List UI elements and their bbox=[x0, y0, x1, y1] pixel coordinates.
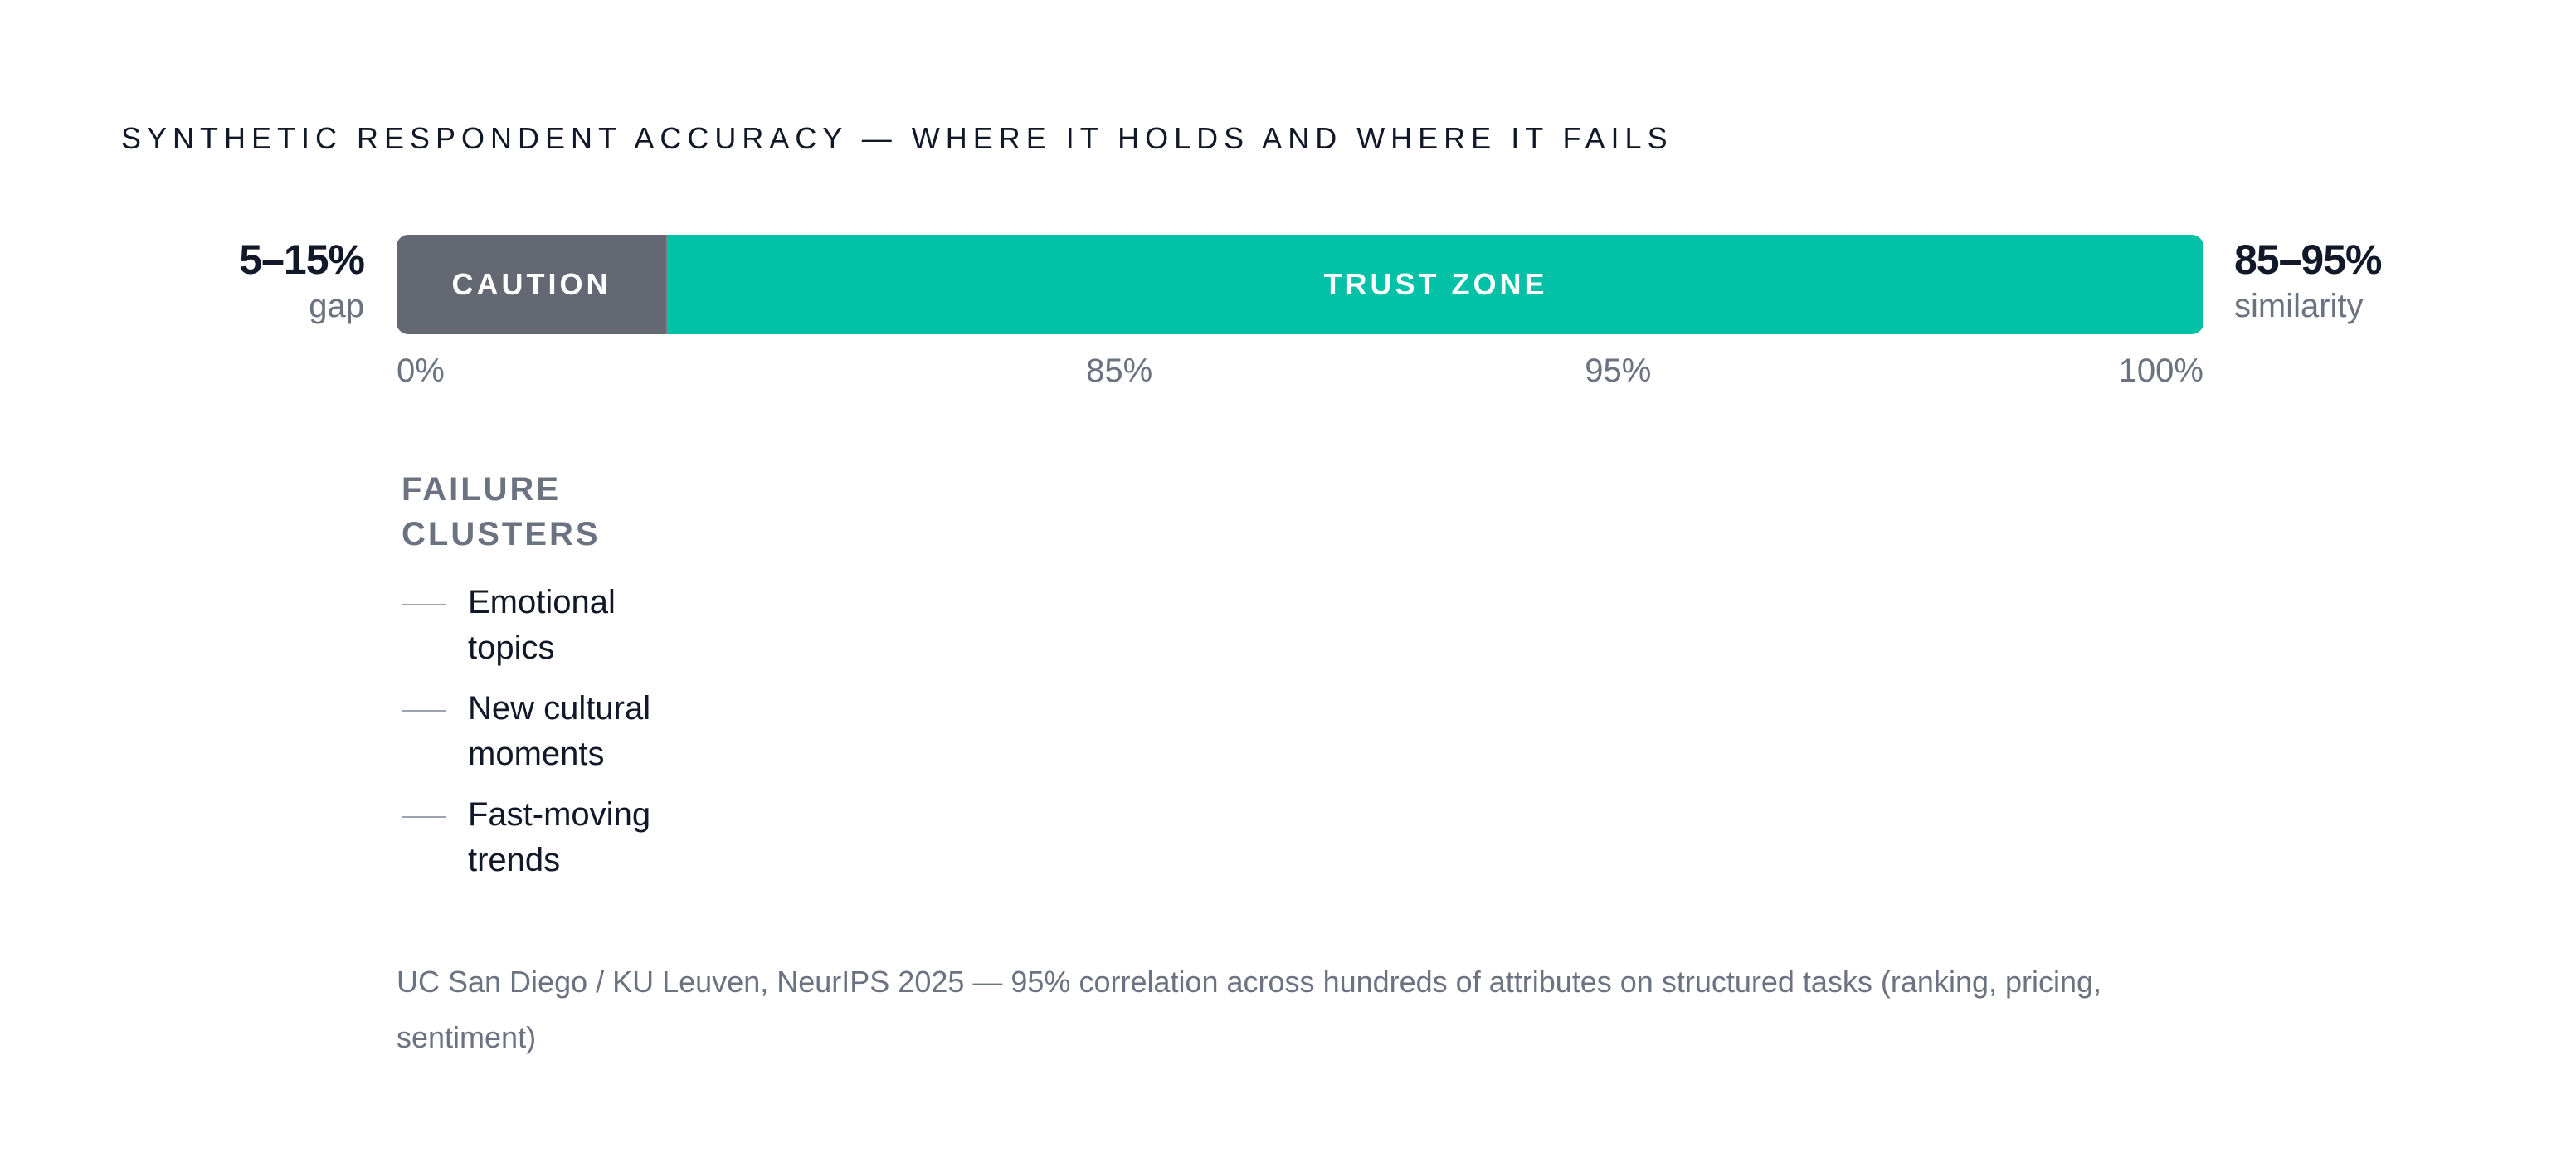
gap-stat-value: 5–15% bbox=[239, 236, 365, 283]
dash-marker bbox=[402, 710, 446, 712]
chart-title: SYNTHETIC RESPONDENT ACCURACY — WHERE IT… bbox=[121, 121, 1673, 155]
gap-stat: 5–15% gap bbox=[239, 234, 365, 327]
source-footnote: UC San Diego / KU Leuven, NeurIPS 2025 —… bbox=[397, 965, 2102, 1054]
cluster-item-label: Fast-moving trends bbox=[468, 796, 651, 878]
caution-segment: CAUTION bbox=[397, 235, 668, 334]
tick-label: 0% bbox=[397, 353, 445, 389]
similarity-stat-label: similarity bbox=[2234, 288, 2364, 324]
similarity-stat-value: 85–95% bbox=[2234, 236, 2382, 283]
cluster-item-label: Emotional topics bbox=[468, 584, 616, 666]
failure-clusters-title: FAILURE CLUSTERS bbox=[402, 471, 601, 552]
failure-clusters: FAILURE CLUSTERS Emotional topics New cul… bbox=[402, 467, 700, 898]
gap-stat-label: gap bbox=[309, 288, 364, 324]
failure-cluster-list: Emotional topics New cultural moments Fast… bbox=[402, 580, 700, 883]
cluster-item-label: New cultural moments bbox=[468, 690, 651, 772]
axis-ticks: 0% 85% 95% 100% bbox=[397, 353, 2203, 397]
cluster-item: Emotional topics bbox=[402, 580, 700, 671]
similarity-stat: 85–95% similarity bbox=[2234, 234, 2382, 327]
tick-label: 95% bbox=[1585, 353, 1652, 389]
cluster-item: New cultural moments bbox=[402, 686, 700, 777]
trust-zone-segment: TRUST ZONE bbox=[668, 235, 2203, 334]
tick-label: 100% bbox=[2118, 353, 2203, 389]
dash-marker bbox=[402, 604, 446, 605]
dash-marker bbox=[402, 816, 446, 818]
cluster-item: Fast-moving trends bbox=[402, 792, 700, 883]
accuracy-bar: CAUTION TRUST ZONE bbox=[397, 235, 2203, 334]
tick-label: 85% bbox=[1086, 353, 1153, 389]
